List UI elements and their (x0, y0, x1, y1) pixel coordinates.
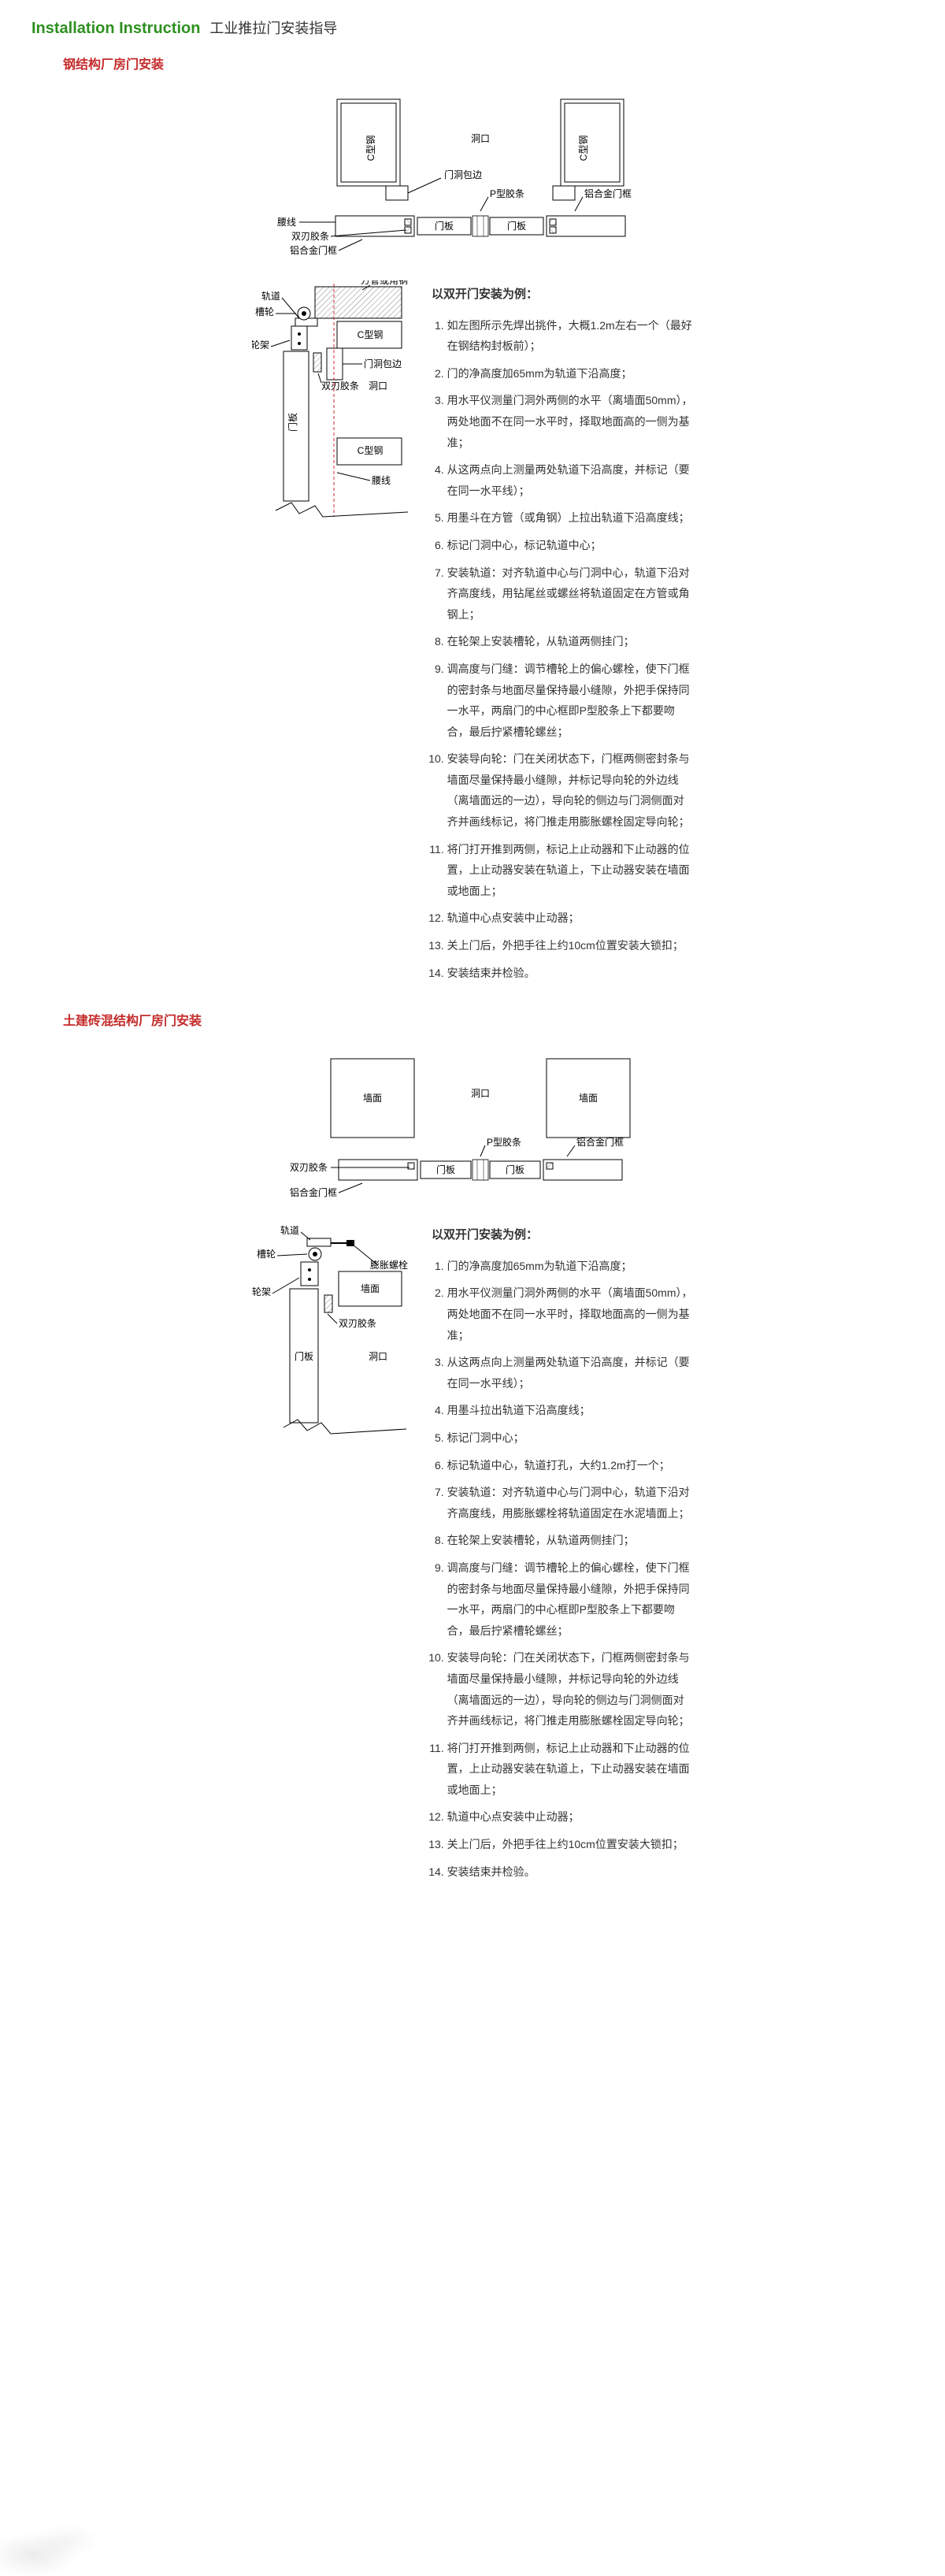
step-item: 从这两点向上测量两处轨道下沿高度，并标记（要在同一水平线）； (447, 459, 693, 501)
list-heading-2: 以双开门安装为例： (432, 1226, 693, 1245)
label-panel3: 门板 (295, 1350, 313, 1362)
label-track: 轨道 (261, 291, 280, 302)
section-masonry: 土建砖混结构厂房门安装 墙面 墙面 洞口 门板 门板 P型胶条 (32, 1011, 914, 1888)
label-alu-r: 铝合金门框 (584, 187, 632, 199)
label-panel: 门板 (287, 413, 298, 432)
step-item: 用墨斗拉出轨道下沿高度线； (447, 1400, 693, 1421)
label-waist2: 腰线 (372, 475, 391, 486)
label-opening2: 洞口 (369, 380, 387, 392)
section-heading-steel: 钢结构厂房门安装 (63, 55, 914, 76)
steps-list-1: 如左图所示先焊出挑件，大概1.2m左右一个（最好在钢结构封板前）； 门的净高度加6… (432, 315, 693, 984)
masonry-steps: 以双开门安装为例： 门的净高度加65mm为轨道下沿高度； 用水平仪测量门洞外两侧的… (432, 1221, 693, 1888)
steel-detail-row: 方管或角钢 轨道 槽轮 轮架 C型钢 (252, 280, 693, 990)
steel-steps: 以双开门安装为例： 如左图所示先焊出挑件，大概1.2m左右一个（最好在钢结构封板… (432, 280, 693, 990)
step-item: 关上门后，外把手往上约10cm位置安装大锁扣； (447, 935, 693, 956)
label-opening: 洞口 (471, 133, 490, 144)
label-sq-tube: 方管或角钢 (361, 280, 408, 286)
label-panel-l: 门板 (435, 220, 454, 232)
steps-list-2: 门的净高度加65mm为轨道下沿高度； 用水平仪测量门洞外两侧的水平（离墙面50mm… (432, 1256, 693, 1882)
label-panel-r2: 门板 (506, 1164, 524, 1175)
step-item: 标记门洞中心，标记轨道中心； (447, 535, 693, 556)
step-item: 关上门后，外把手往上约10cm位置安装大锁扣； (447, 1834, 693, 1855)
step-item: 安装轨道：对齐轨道中心与门洞中心，轨道下沿对齐高度线，用钻尾丝或螺丝将轨道固定在… (447, 562, 693, 625)
step-item: 如左图所示先焊出挑件，大概1.2m左右一个（最好在钢结构封板前）； (447, 315, 693, 357)
label-opening4: 洞口 (369, 1351, 387, 1362)
step-item: 门的净高度加65mm为轨道下沿高度； (447, 1256, 693, 1277)
step-item: 门的净高度加65mm为轨道下沿高度； (447, 363, 693, 384)
step-item: 安装导向轮：门在关闭状态下，门框两侧密封条与墙面尽量保持最小缝隙，并标记导向轮的… (447, 1647, 693, 1731)
step-item: 标记门洞中心； (447, 1427, 693, 1449)
fig-masonry-plan: 墙面 墙面 洞口 门板 门板 P型胶条 铝合金门框 双刃胶条 (252, 1041, 693, 1199)
label-door-edge: 门洞包边 (444, 169, 482, 180)
label-panel-r: 门板 (507, 220, 526, 232)
label-track2: 轨道 (280, 1225, 299, 1236)
label-dbl3: 双刃胶条 (339, 1317, 376, 1329)
fig-steel-plan: C型钢 C型钢 洞口 门洞包边 门板 门板 P型胶条 (252, 85, 693, 258)
step-item: 在轮架上安装槽轮，从轨道两侧挂门； (447, 631, 693, 652)
step-item: 用水平仪测量门洞外两侧的水平（离墙面50mm），两处地面不在同一水平时，择取地面… (447, 390, 693, 453)
label-alu-r2: 铝合金门框 (576, 1136, 624, 1148)
label-frame: 轮架 (252, 340, 269, 351)
label-c-bot: C型钢 (358, 445, 384, 456)
section-steel: 钢结构厂房门安装 C型钢 C型钢 洞口 (32, 55, 914, 989)
label-c-steel-r: C型钢 (578, 135, 589, 161)
step-item: 用水平仪测量门洞外两侧的水平（离墙面50mm），两处地面不在同一水平时，择取地面… (447, 1282, 693, 1346)
list-heading-1: 以双开门安装为例： (432, 285, 693, 304)
fig-steel-section: 方管或角钢 轨道 槽轮 轮架 C型钢 (252, 280, 410, 525)
step-item: 标记轨道中心，轨道打孔，大约1.2m打一个； (447, 1455, 693, 1476)
title-en: Installation Instruction (32, 16, 200, 41)
label-wheel2: 槽轮 (257, 1249, 276, 1260)
section-heading-masonry: 土建砖混结构厂房门安装 (63, 1011, 914, 1032)
step-item: 安装导向轮：门在关闭状态下，门框两侧密封条与墙面尽量保持最小缝隙，并标记导向轮的… (447, 748, 693, 832)
step-item: 从这两点向上测量两处轨道下沿高度，并标记（要在同一水平线）； (447, 1352, 693, 1394)
label-c-steel-l: C型钢 (365, 135, 376, 161)
label-door-edge2: 门洞包边 (364, 358, 402, 369)
fig-masonry-section: 轨道 槽轮 轮架 膨胀螺栓 墙面 (252, 1221, 410, 1442)
label-wall2: 墙面 (361, 1283, 380, 1294)
masonry-detail-row: 轨道 槽轮 轮架 膨胀螺栓 墙面 (252, 1221, 693, 1888)
label-frame2: 轮架 (252, 1286, 271, 1297)
label-anchor: 膨胀螺栓 (370, 1259, 408, 1271)
step-item: 轨道中心点安装中止动器； (447, 1806, 693, 1828)
step-item: 安装轨道：对齐轨道中心与门洞中心，轨道下沿对齐高度线，用膨胀螺栓将轨道固定在水泥… (447, 1482, 693, 1524)
step-item: 安装结束并检验。 (447, 963, 693, 984)
label-c-top: C型钢 (358, 329, 384, 340)
label-alu-l2: 铝合金门框 (290, 1186, 337, 1198)
label-double-edge: 双刃胶条 (291, 230, 329, 242)
step-item: 将门打开推到两侧，标记上止动器和下止动器的位置，上止动器安装在轨道上，下止动器安… (447, 839, 693, 902)
label-waist: 腰线 (277, 217, 296, 228)
label-dbl: 双刃胶条 (321, 380, 359, 392)
label-p-strip: P型胶条 (490, 187, 524, 199)
label-wall-l: 墙面 (363, 1093, 382, 1104)
label-wall-r: 墙面 (579, 1093, 598, 1104)
label-opening3: 洞口 (471, 1088, 490, 1099)
label-panel-l2: 门板 (436, 1164, 455, 1175)
label-p-strip2: P型胶条 (487, 1136, 521, 1148)
step-item: 调高度与门缝：调节槽轮上的偏心螺栓，使下门框的密封条与地面尽量保持最小缝隙，外把… (447, 659, 693, 742)
label-alu-l: 铝合金门框 (290, 244, 337, 256)
page-title: Installation Instruction 工业推拉门安装指导 (32, 16, 914, 41)
title-zh: 工业推拉门安装指导 (209, 17, 337, 40)
corner-decoration (0, 2505, 110, 2576)
step-item: 在轮架上安装槽轮，从轨道两侧挂门； (447, 1530, 693, 1551)
step-item: 将门打开推到两侧，标记上止动器和下止动器的位置，上止动器安装在轨道上，下止动器安… (447, 1738, 693, 1801)
label-dbl2: 双刃胶条 (290, 1161, 328, 1173)
step-item: 用墨斗在方管（或角钢）上拉出轨道下沿高度线； (447, 507, 693, 529)
step-item: 安装结束并检验。 (447, 1861, 693, 1883)
step-item: 调高度与门缝：调节槽轮上的偏心螺栓，使下门框的密封条与地面尽量保持最小缝隙，外把… (447, 1557, 693, 1641)
label-wheel: 槽轮 (255, 306, 274, 317)
step-item: 轨道中心点安装中止动器； (447, 908, 693, 929)
